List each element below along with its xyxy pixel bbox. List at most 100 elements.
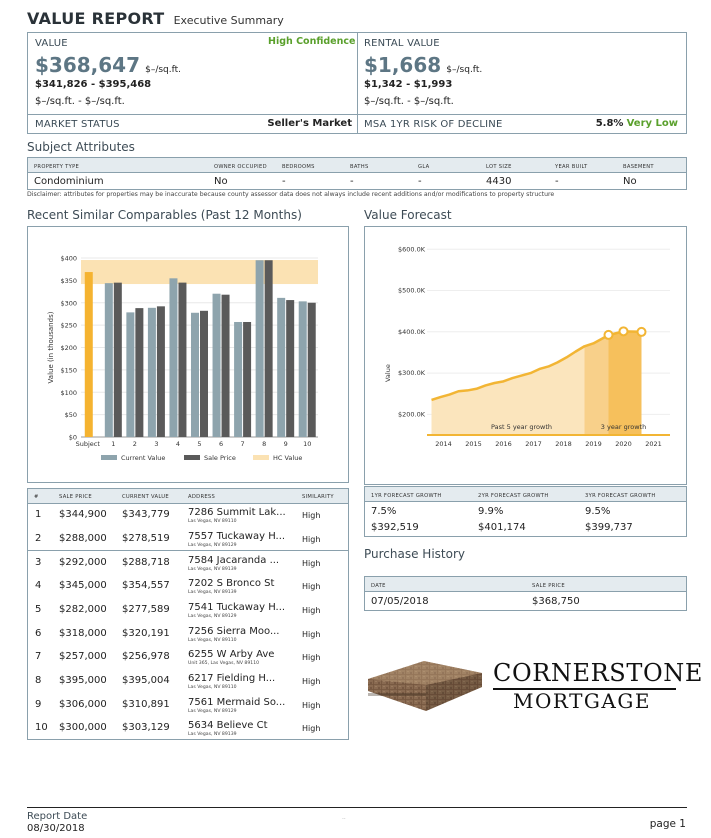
y-tick-label: $200 — [60, 344, 77, 352]
value-amount-row: $368,647 $–/sq.ft. — [35, 53, 181, 77]
report-title: VALUE REPORT — [27, 9, 165, 28]
current-value-bar — [234, 321, 243, 437]
subject-value-property-type: Condominium — [34, 176, 104, 187]
x-tick-label: 2 — [133, 440, 137, 448]
current-value-bar — [126, 312, 135, 437]
comparables-title: Recent Similar Comparables (Past 12 Mont… — [27, 208, 302, 222]
purchase-history-title: Purchase History — [364, 547, 465, 561]
divider — [357, 33, 358, 133]
y-tick-label: $200.0K — [398, 410, 426, 418]
y-tick-label: $300 — [60, 299, 77, 307]
y-tick-label: $50 — [65, 411, 77, 419]
comp-sale-price: $257,000 — [59, 651, 107, 663]
sale-value-bar — [200, 310, 208, 437]
sale-value-bar — [156, 306, 165, 437]
table-row[interactable]: 7 $257,000 $256,978 6255 W Arby Ave Unit 365… — [28, 645, 348, 669]
y-tick-label: $400 — [60, 255, 77, 263]
subject-header-baths: BATHS — [350, 164, 369, 170]
market-status-value: Seller's Market — [267, 118, 352, 129]
table-row[interactable]: 1 $344,900 $343,779 7286 Summit Lak... Las V… — [28, 503, 348, 527]
comp-current-value: $303,129 — [122, 722, 170, 734]
table-row[interactable]: 9 $306,000 $310,891 7561 Mermaid So... Las V… — [28, 693, 348, 717]
rental-label: RENTAL VALUE — [364, 38, 440, 49]
comp-current-value: $278,519 — [122, 532, 170, 544]
comp-city: Las Vegas, NV 89139 — [188, 732, 237, 738]
report-date-label: Report Date — [27, 811, 88, 822]
comp-current-value: $310,891 — [122, 698, 170, 710]
subject-header-year-built: YEAR BUILT — [555, 164, 588, 170]
legend-swatch — [253, 455, 269, 460]
value-forecast-chart-box: $200.0K $300.0K $400.0K $500.0K $600.0K Value… — [364, 226, 687, 485]
risk-label: MSA 1YR RISK OF DECLINE — [364, 119, 503, 130]
y-tick-label: $100 — [60, 389, 77, 397]
report-subtitle: Executive Summary — [173, 14, 284, 27]
subject-header-owner-occupied: OWNER OCCUPIED — [214, 164, 267, 170]
table-row[interactable]: 6 $318,000 $320,191 7256 Sierra Moo... Las V… — [28, 622, 348, 646]
comp-city: Las Vegas, NV 89129 — [188, 613, 237, 619]
x-tick-label: 2017 — [525, 440, 542, 448]
y-axis-label: Value — [384, 364, 392, 382]
table-row[interactable]: 8 $395,000 $395,004 6217 Fielding H... Las V… — [28, 669, 348, 693]
comp-city: Unit 365, Las Vegas, NV 89110 — [188, 661, 260, 667]
table-row[interactable]: 10 $300,000 $303,129 5634 Believe Ct Las Veg… — [28, 716, 348, 740]
subject-attributes-table: PROPERTY TYPE OWNER OCCUPIED BEDROOMS BA… — [27, 157, 687, 190]
logo-line-1: CORNERSTONE — [493, 659, 703, 687]
y-axis-label: Value (in thousands) — [47, 311, 55, 383]
comp-number: 9 — [35, 698, 42, 710]
subject-value-basement: No — [623, 176, 637, 187]
comp-similarity: High — [302, 559, 321, 569]
table-row[interactable]: 3 $292,000 $288,718 7584 Jacaranda ... Las V… — [28, 550, 348, 574]
current-value-bar — [169, 278, 178, 437]
comp-similarity: High — [302, 653, 321, 663]
market-status-label: MARKET STATUS — [35, 119, 120, 130]
comp-similarity: High — [302, 582, 321, 592]
comp-similarity: High — [302, 629, 321, 639]
x-tick-label: 2014 — [435, 440, 452, 448]
sale-value-bar — [286, 300, 295, 437]
logo-line-2: MORTGAGE — [513, 689, 651, 713]
comp-address: 7256 Sierra Moo... — [188, 625, 280, 637]
sale-value-bar — [178, 282, 187, 437]
comp-current-value: $256,978 — [122, 651, 170, 663]
sale-value-bar — [135, 308, 144, 437]
sale-value-bar — [307, 302, 316, 437]
current-value-bar — [255, 260, 264, 437]
sale-value-bar — [264, 260, 273, 437]
forecast-3yr-pct: 9.5% — [585, 506, 611, 517]
value-label: VALUE — [35, 38, 68, 49]
y-tick-label: $500.0K — [398, 287, 426, 295]
legend-swatch — [184, 455, 200, 460]
forecast-1yr-pct: 7.5% — [371, 506, 397, 517]
legend-label: Sale Price — [204, 454, 236, 462]
comp-number: 1 — [35, 509, 42, 520]
comp-number: 8 — [35, 674, 42, 686]
comp-current-value: $277,589 — [122, 603, 170, 615]
comp-number: 3 — [35, 557, 42, 569]
comparables-table-box: # SALE PRICE CURRENT VALUE ADDRESS SIMIL… — [27, 488, 349, 740]
sale-value-bar — [243, 321, 252, 437]
value-summary-box: VALUE High Confidence $368,647 $–/sq.ft.… — [27, 32, 687, 134]
y-tick-label: $250 — [60, 322, 77, 330]
x-tick-label: 2021 — [645, 440, 662, 448]
x-tick-label: 6 — [219, 440, 223, 448]
comparables-header-similarity: SIMILARITY — [302, 494, 334, 500]
rental-amount-row: $1,668 $–/sq.ft. — [364, 53, 482, 77]
report-date: 08/30/2018 — [27, 823, 85, 834]
current-value-bar — [277, 297, 286, 437]
table-row[interactable]: 2 $288,000 $278,519 7557 Tuckaway H... Las V… — [28, 527, 348, 551]
comparables-chart-box: $0 $50 $100 $150 $200 $250 $300 $350 $400 Value (… — [27, 226, 349, 483]
forecast-line — [431, 330, 642, 402]
comp-similarity: High — [302, 724, 321, 734]
risk-value-row: 5.8% Very Low — [596, 118, 678, 129]
x-tick-label: 9 — [284, 440, 288, 448]
comp-address: 7286 Summit Lak... — [188, 507, 286, 518]
subject-value-owner-occupied: No — [214, 176, 228, 187]
risk-level: Very Low — [626, 118, 678, 129]
table-row[interactable]: 4 $345,000 $354,557 7202 S Bronco St Las Veg… — [28, 574, 348, 598]
purchase-price: $368,750 — [532, 596, 580, 607]
rental-range: $1,342 - $1,993 — [364, 79, 453, 90]
value-forecast-title: Value Forecast — [364, 208, 452, 222]
y-tick-label: $150 — [60, 366, 77, 374]
comp-similarity: High — [302, 534, 321, 544]
table-row[interactable]: 5 $282,000 $277,589 7541 Tuckaway H... Las V… — [28, 598, 348, 622]
